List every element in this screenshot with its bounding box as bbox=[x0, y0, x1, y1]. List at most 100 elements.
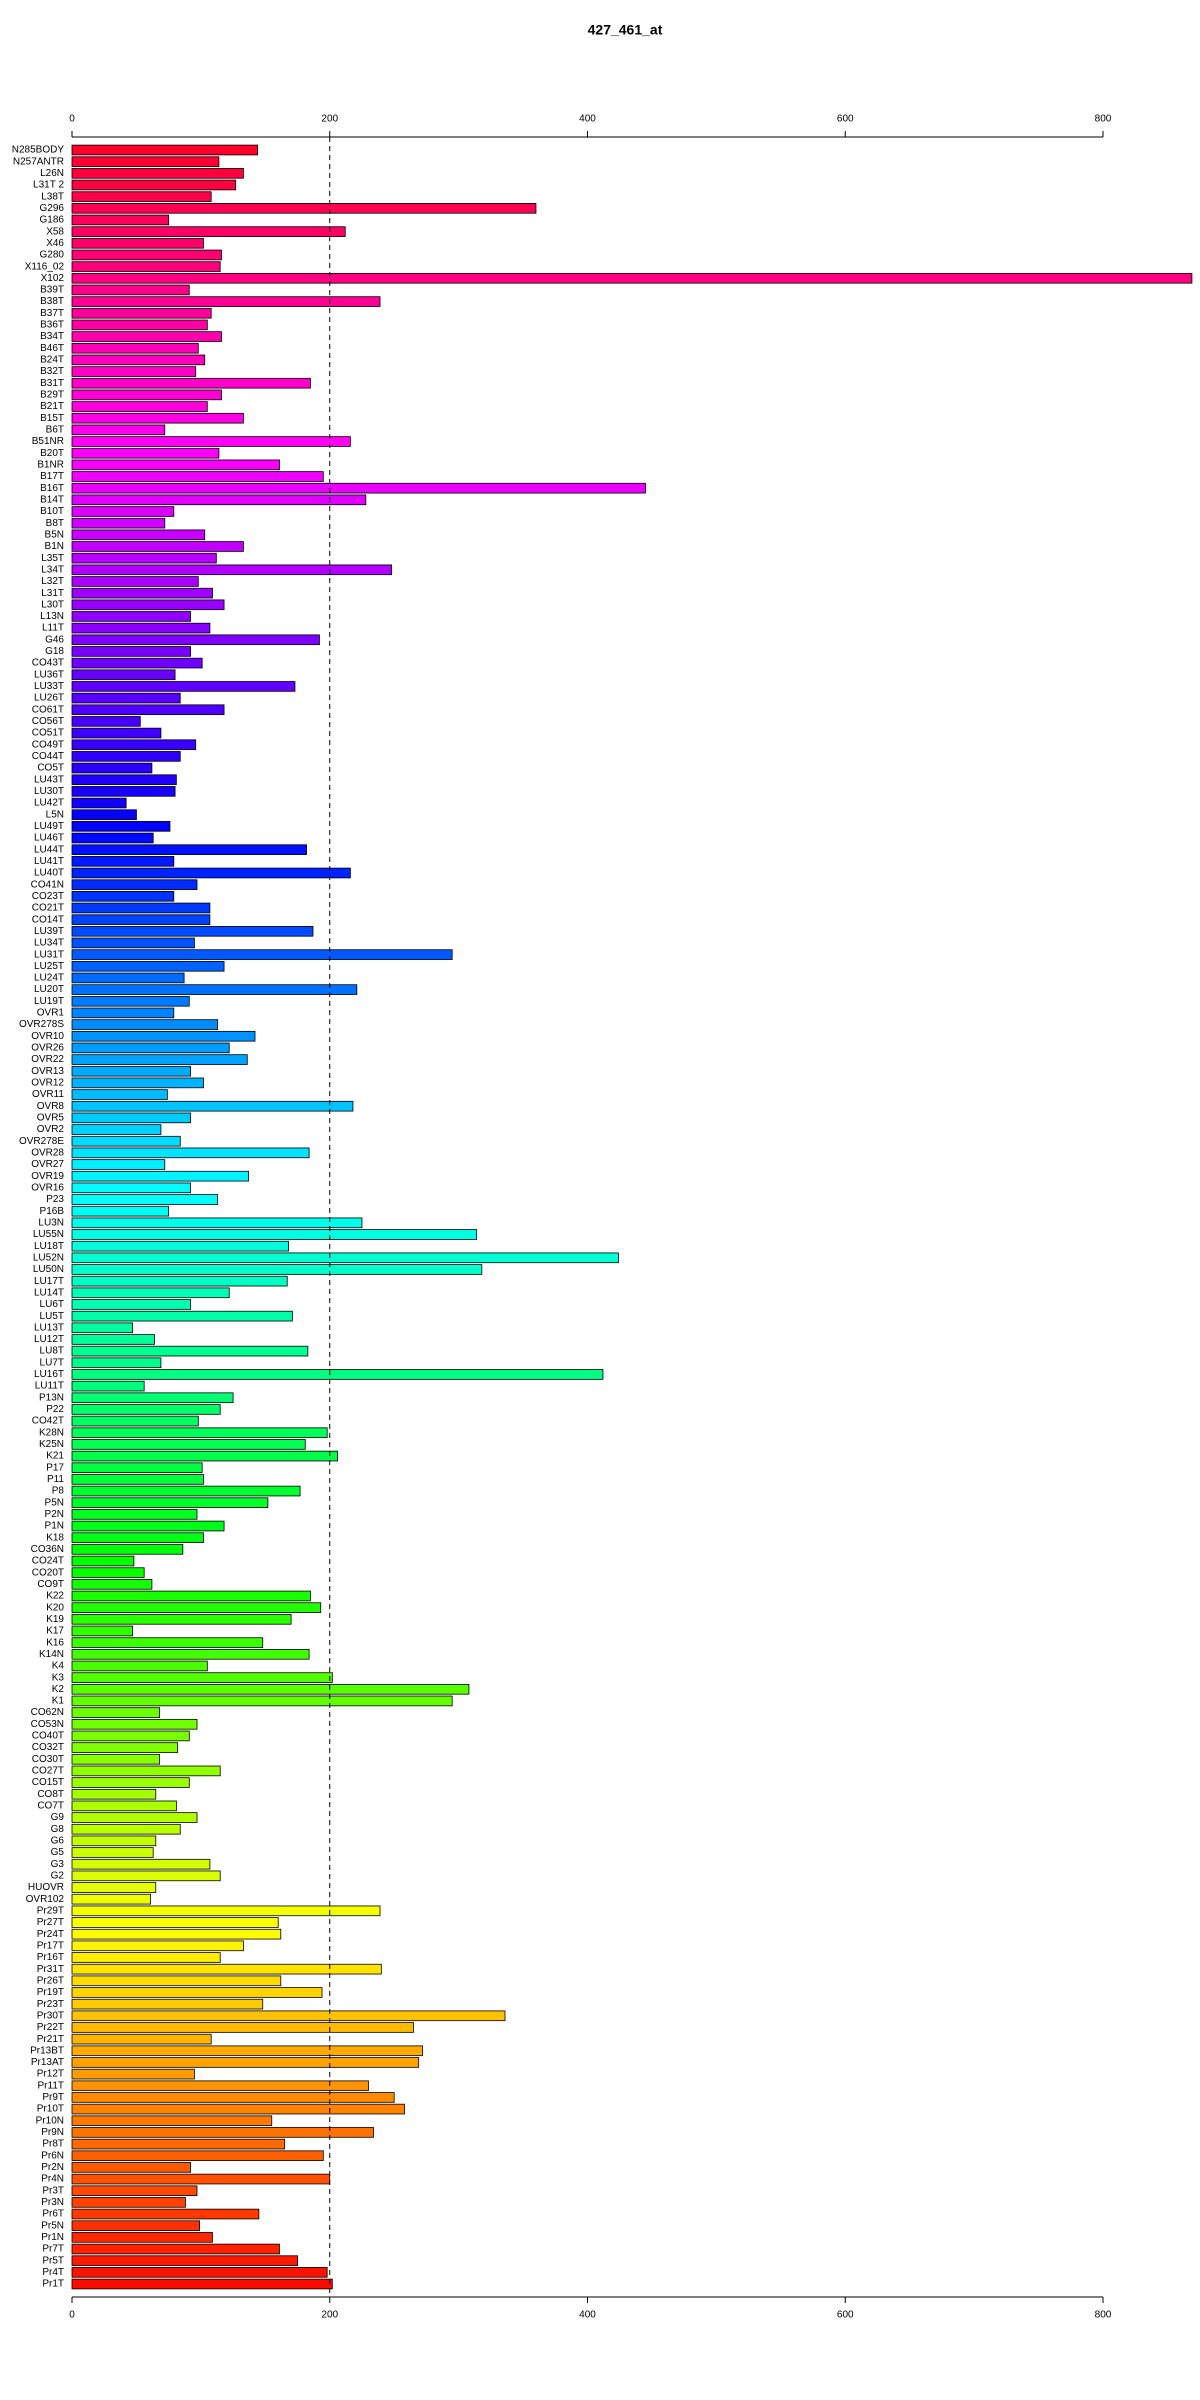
bar bbox=[71, 168, 244, 179]
bar bbox=[71, 1357, 162, 1369]
bar bbox=[71, 2162, 191, 2173]
y-tick-label: K4 bbox=[52, 1661, 65, 1672]
bar bbox=[71, 214, 170, 226]
y-tick-label: B10T bbox=[40, 506, 64, 517]
bar bbox=[71, 1870, 221, 1882]
y-tick-label: Pr24T bbox=[37, 1929, 64, 1940]
bar bbox=[71, 1882, 157, 1893]
y-tick-label: LU6T bbox=[40, 1299, 64, 1310]
y-tick-label: Pr31T bbox=[37, 1964, 64, 1975]
y-tick-label: LU31T bbox=[34, 949, 64, 960]
bar bbox=[71, 786, 176, 797]
y-tick-label: G5 bbox=[51, 1847, 65, 1858]
bar bbox=[71, 1532, 204, 1543]
bar bbox=[71, 2010, 506, 2022]
y-tick-label: K22 bbox=[46, 1591, 64, 1602]
y-tick-label: OVR19 bbox=[31, 1171, 64, 1182]
y-tick-label: L38T bbox=[41, 191, 64, 202]
bar bbox=[71, 1648, 310, 1660]
y-tick-label: G296 bbox=[40, 203, 65, 214]
y-tick-label: OVR10 bbox=[31, 1031, 64, 1042]
bar bbox=[71, 657, 203, 669]
bar bbox=[71, 2185, 198, 2197]
y-tick-label: CO61T bbox=[32, 704, 64, 715]
bar bbox=[71, 1952, 221, 1963]
bar bbox=[71, 692, 181, 704]
bar bbox=[71, 1637, 264, 1648]
bar bbox=[71, 797, 127, 809]
y-tick-label: LU24T bbox=[34, 973, 64, 984]
y-tick-label: LU13T bbox=[34, 1322, 64, 1333]
y-tick-label: Pr26T bbox=[37, 1975, 64, 1986]
bar bbox=[71, 2033, 212, 2045]
bar bbox=[71, 1252, 619, 1264]
y-tick-label: LU26T bbox=[34, 693, 64, 704]
y-tick-label: P22 bbox=[46, 1404, 64, 1415]
bar bbox=[71, 1940, 244, 1952]
bar bbox=[71, 2197, 186, 2208]
bar bbox=[71, 1730, 190, 1742]
y-tick-label: G8 bbox=[51, 1824, 65, 1835]
y-tick-label: G2 bbox=[51, 1870, 65, 1881]
y-tick-label: LU41T bbox=[34, 856, 64, 867]
bar bbox=[71, 1858, 211, 1870]
bar bbox=[71, 1893, 152, 1905]
y-tick-label: CO41N bbox=[31, 879, 64, 890]
bar bbox=[71, 622, 211, 634]
y-tick-label: LU49T bbox=[34, 821, 64, 832]
bar bbox=[71, 1275, 288, 1287]
bar bbox=[71, 377, 311, 389]
y-tick-label: LU20T bbox=[34, 984, 64, 995]
y-tick-label: K25N bbox=[39, 1439, 64, 1450]
bar bbox=[71, 552, 217, 564]
y-tick-label: G3 bbox=[51, 1859, 65, 1870]
y-tick-label: CO21T bbox=[32, 903, 64, 914]
x-tick-label: 800 bbox=[1095, 2310, 1112, 2321]
y-tick-label: LU39T bbox=[34, 926, 64, 937]
y-tick-label: P17 bbox=[46, 1462, 64, 1473]
y-tick-label: OVR12 bbox=[31, 1078, 64, 1089]
x-tick-label: 200 bbox=[321, 114, 338, 125]
bar bbox=[71, 716, 141, 727]
y-tick-label: LU16T bbox=[34, 1369, 64, 1380]
y-tick-label: G280 bbox=[40, 250, 65, 261]
y-tick-label: LU36T bbox=[34, 669, 64, 680]
y-tick-label: OVR16 bbox=[31, 1182, 64, 1193]
bar bbox=[71, 1310, 293, 1322]
y-tick-label: Pr1T bbox=[42, 2279, 64, 2290]
y-tick-label: P13N bbox=[39, 1392, 64, 1403]
bar bbox=[71, 1217, 363, 1229]
bar bbox=[71, 2278, 333, 2290]
bar bbox=[71, 494, 367, 506]
bar bbox=[71, 1322, 133, 1334]
bar bbox=[71, 1812, 198, 1823]
y-tick-label: LU52N bbox=[33, 1252, 64, 1263]
y-tick-label: G46 bbox=[45, 634, 64, 645]
y-tick-label: Pr11T bbox=[38, 2080, 65, 2091]
bar bbox=[71, 342, 199, 354]
y-tick-label: Pr27T bbox=[37, 1917, 64, 1928]
y-tick-label: B1NR bbox=[37, 459, 64, 470]
x-tick-label: 200 bbox=[321, 2310, 338, 2321]
bar bbox=[71, 1345, 309, 1357]
y-tick-label: CO44T bbox=[32, 751, 64, 762]
y-tick-label: LU14T bbox=[34, 1287, 64, 1298]
bar bbox=[71, 1835, 157, 1847]
bar bbox=[71, 1474, 204, 1485]
x-tick-label: 400 bbox=[579, 114, 596, 125]
bar bbox=[71, 1439, 306, 1450]
bar bbox=[71, 937, 195, 949]
y-tick-label: K14N bbox=[39, 1649, 64, 1660]
y-tick-label: B51NR bbox=[32, 436, 64, 447]
bar bbox=[71, 1497, 269, 1508]
bar bbox=[71, 1905, 381, 1917]
y-tick-label: B36T bbox=[40, 320, 64, 331]
bar bbox=[71, 2127, 374, 2138]
bar bbox=[71, 1205, 170, 1217]
bar bbox=[71, 144, 258, 156]
y-tick-label: LU30T bbox=[34, 786, 64, 797]
bar bbox=[71, 2220, 200, 2231]
bar bbox=[71, 179, 237, 191]
bar bbox=[71, 482, 646, 494]
